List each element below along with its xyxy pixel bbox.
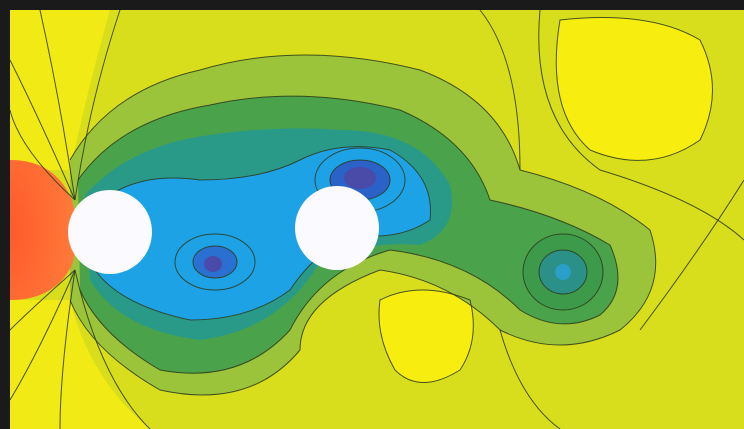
contour-lines	[9, 9, 744, 429]
yellow-region	[556, 17, 713, 161]
cylinder	[295, 186, 379, 270]
vortex-core	[204, 256, 222, 272]
vortex-core	[555, 264, 571, 280]
yellow-region	[10, 10, 110, 170]
yellow-region	[379, 290, 474, 383]
stagnation-region	[10, 160, 76, 300]
yellow-region	[10, 300, 150, 429]
vortex-core	[344, 167, 376, 189]
cylinder	[68, 190, 152, 274]
